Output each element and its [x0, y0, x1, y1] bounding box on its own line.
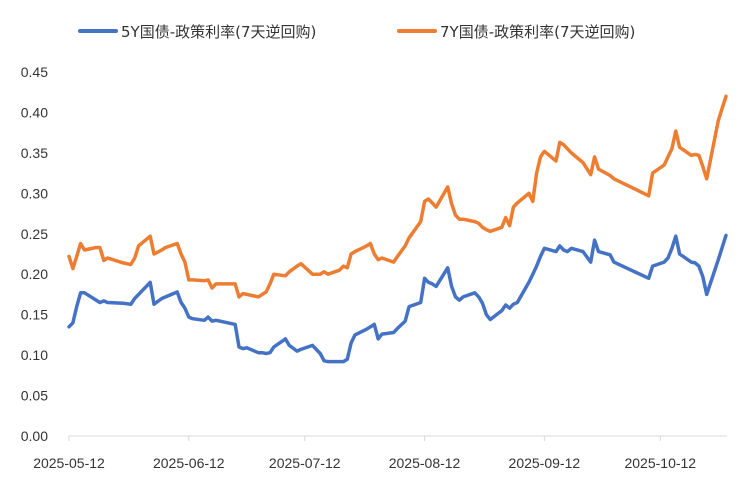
series-line-1	[67, 233, 728, 364]
y-tick-label: 0.15	[21, 307, 48, 323]
x-tick-label: 2025-07-12	[269, 455, 341, 471]
y-tick-label: 0.35	[21, 145, 48, 161]
x-axis: 2025-05-12 2025-06-12 2025-07-12 2025-08-12…	[33, 435, 727, 471]
y-tick-label: 0.20	[21, 266, 48, 282]
y-tick-label: 0.00	[21, 428, 48, 444]
x-tick-label: 2025-10-12	[624, 455, 696, 471]
y-tick-label: 0.10	[21, 347, 48, 363]
legend: 5Y国债-政策利率(7天逆回购) 7Y国债-政策利率(7天逆回购)	[78, 23, 635, 41]
y-tick-label: 0.30	[21, 185, 48, 201]
series-line-2	[67, 94, 728, 299]
y-tick-label: 0.45	[21, 64, 48, 80]
x-tick-label: 2025-09-12	[509, 455, 581, 471]
legend-label: 7Y国债-政策利率(7天逆回购)	[440, 23, 635, 41]
x-tick-label: 2025-05-12	[33, 455, 105, 471]
y-tick-label: 0.40	[21, 104, 48, 120]
legend-label: 5Y国债-政策利率(7天逆回购)	[121, 23, 316, 41]
y-axis: 0.00 0.05 0.10 0.15 0.20 0.25 0.30 0.35 0.40 0.45	[21, 64, 48, 444]
plot-area	[67, 94, 728, 364]
x-tick-label: 2025-06-12	[153, 455, 225, 471]
x-tick-label: 2025-08-12	[389, 455, 461, 471]
y-tick-label: 0.25	[21, 226, 48, 242]
y-tick-label: 0.05	[21, 388, 48, 404]
